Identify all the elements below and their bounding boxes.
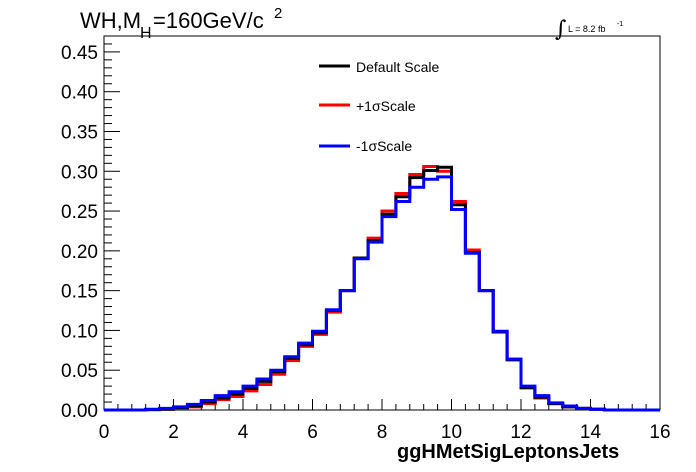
x-tick-label: 4 (238, 422, 249, 443)
x-tick-label: 14 (580, 422, 602, 443)
luminosity-label: ∫ L = 8.2 fb -1 (555, 17, 623, 42)
y-tick-label: 0.20 (61, 242, 98, 263)
legend-label-default: Default Scale (356, 59, 439, 75)
series-line-2 (104, 175, 660, 412)
y-tick-label: 0.00 (61, 401, 98, 422)
y-tick-label: 0.30 (61, 162, 98, 183)
series-line-0 (104, 165, 660, 412)
legend-label-minus: -1σScale (356, 138, 412, 154)
x-tick-label: 12 (510, 422, 531, 443)
title-superscript: 2 (274, 5, 282, 22)
x-tick-label: 0 (99, 422, 110, 443)
y-tick-label: 0.45 (61, 43, 98, 64)
x-tick-label: 2 (168, 422, 179, 443)
y-tick-label: 0.40 (61, 83, 98, 104)
y-tick-label: 0.15 (61, 282, 98, 303)
x-tick-label: 6 (307, 422, 318, 443)
integral-symbol: ∫ (555, 17, 567, 42)
y-tick-label: 0.05 (61, 361, 98, 382)
lumi-superscript: -1 (617, 21, 623, 28)
series-group (104, 165, 660, 412)
y-axis: 0.00 0.05 0.10 0.15 0.20 0.25 0.30 0.35 0.40 0.45 (61, 35, 120, 422)
title-subscript: H (140, 25, 152, 42)
x-tick-label: 8 (377, 422, 388, 443)
y-tick-label: 0.25 (61, 202, 98, 223)
x-tick-label: 10 (441, 422, 462, 443)
y-tick-label: 0.10 (61, 321, 98, 342)
lumi-text: L = 8.2 fb (568, 24, 605, 34)
title-rest: =160GeV/c (153, 8, 264, 33)
x-axis-title: ggHMetSigLeptonsJets (397, 441, 619, 463)
x-axis: 0 2 4 6 8 10 12 14 16 (99, 399, 671, 443)
series-line-1 (104, 165, 660, 412)
title-main: WH,M (80, 8, 141, 33)
legend-label-plus: +1σScale (356, 98, 416, 114)
legend: Default Scale +1σScale -1σScale (319, 59, 439, 154)
chart-title: WH,M H =160GeV/c 2 (80, 5, 282, 42)
x-tick-label: 16 (649, 422, 670, 443)
y-tick-label: 0.35 (61, 122, 98, 143)
